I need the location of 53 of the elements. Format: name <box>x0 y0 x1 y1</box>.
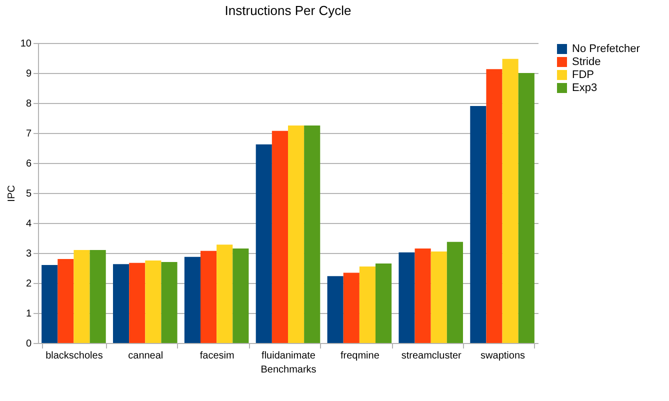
x-tick-label: fluidanimate <box>262 350 316 362</box>
y-tick-label: 6 <box>26 158 32 170</box>
bar <box>232 248 249 343</box>
y-tick-label: 10 <box>20 38 32 50</box>
bar <box>272 130 288 343</box>
bar <box>161 262 178 343</box>
bar <box>74 250 90 343</box>
y-axis-title: IPC <box>6 185 18 202</box>
bar <box>430 252 447 343</box>
legend-label: Stride <box>572 56 601 68</box>
bar <box>486 69 502 343</box>
bar <box>216 244 233 343</box>
legend-label: FDP <box>572 69 594 81</box>
bar <box>518 73 534 343</box>
bar <box>502 58 518 343</box>
bar <box>90 250 106 343</box>
x-axis-title: Benchmarks <box>260 364 316 376</box>
bar <box>256 144 272 343</box>
bar <box>200 250 217 343</box>
legend-label: Exp3 <box>572 82 598 94</box>
y-tick-label: 7 <box>26 128 32 140</box>
bar <box>446 242 463 343</box>
x-tick-label: canneal <box>128 350 164 362</box>
bar <box>58 259 74 343</box>
x-tick-label: facesim <box>200 350 234 362</box>
x-tick-label: swaptions <box>480 350 526 362</box>
bar <box>343 272 360 343</box>
y-tick-label: 8 <box>26 98 32 110</box>
y-tick-label: 3 <box>26 248 32 260</box>
y-tick-label: 2 <box>26 278 32 290</box>
bar <box>288 126 304 343</box>
bar <box>414 248 431 343</box>
y-tick-label: 9 <box>26 68 32 80</box>
x-tick-label: streamcluster <box>401 350 462 362</box>
y-tick-label: 5 <box>26 188 32 200</box>
y-tick-label: 0 <box>26 338 32 350</box>
bar <box>376 264 392 343</box>
bar <box>398 252 415 343</box>
bar <box>470 106 486 343</box>
x-tick-label: blackscholes <box>46 350 103 362</box>
bar <box>145 260 162 343</box>
bar <box>327 276 344 343</box>
bar <box>184 256 200 343</box>
bar <box>359 266 376 343</box>
bar <box>113 264 130 343</box>
legend-label: No Prefetcher <box>572 43 640 55</box>
x-tick-label: freqmine <box>340 350 380 362</box>
y-tick-label: 4 <box>26 218 32 230</box>
y-tick-label: 1 <box>26 308 32 320</box>
bar <box>304 126 320 343</box>
bar <box>129 262 146 343</box>
bar <box>42 265 58 343</box>
chart-title: Instructions Per Cycle <box>224 3 352 18</box>
